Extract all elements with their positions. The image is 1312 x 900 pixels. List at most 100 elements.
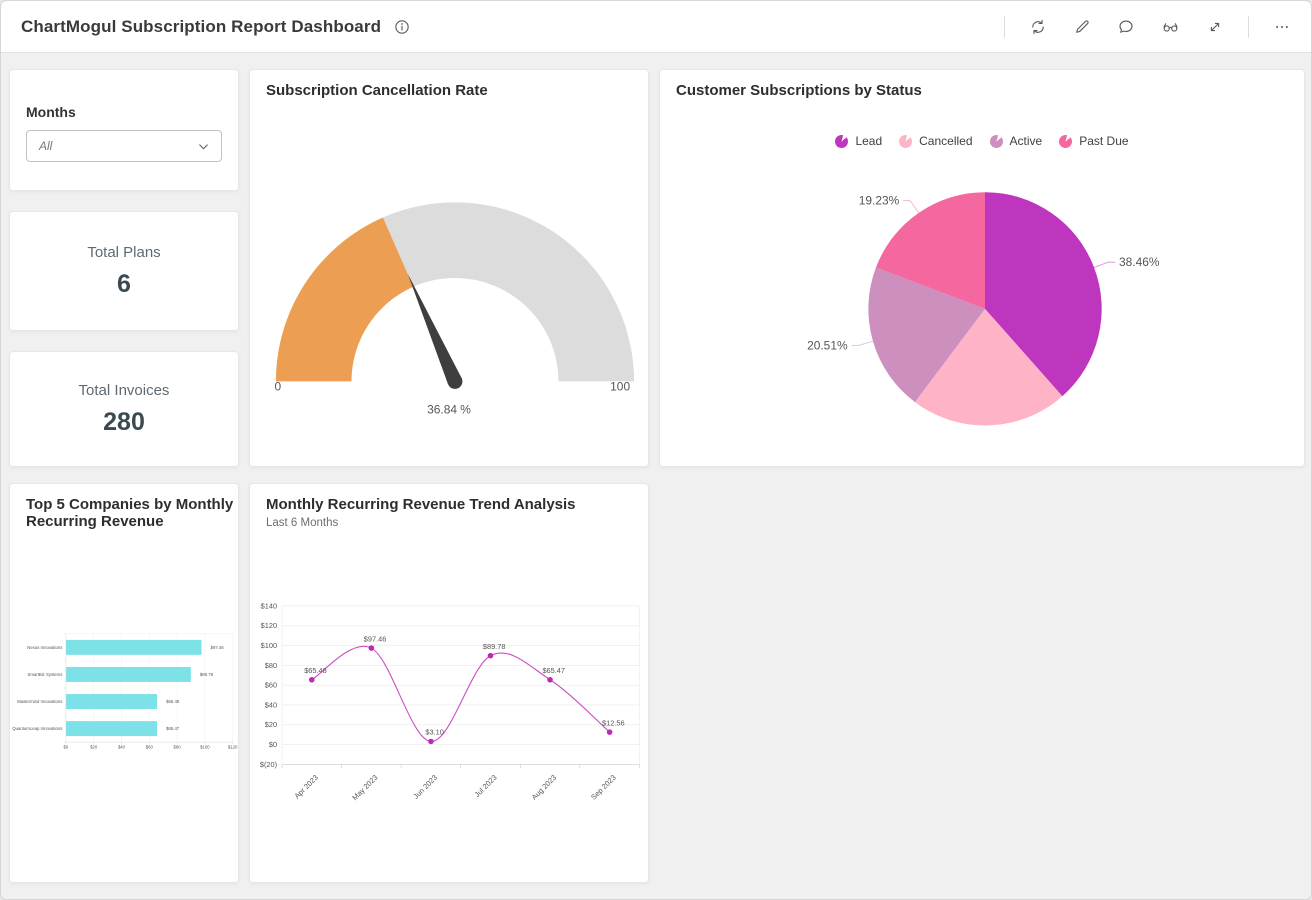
pie-slice-active[interactable] bbox=[868, 267, 985, 403]
mrr-trend-line bbox=[311, 645, 610, 743]
pie-slice-cancelled[interactable] bbox=[914, 308, 1063, 426]
pie-slice-lead[interactable] bbox=[984, 192, 1102, 397]
line-y-tick-label: $140 bbox=[261, 601, 277, 610]
pie-swatch-icon bbox=[1059, 134, 1073, 148]
line-title: Monthly Recurring Revenue Trend Analysis bbox=[266, 496, 576, 513]
bar-x-tick-label: $100 bbox=[200, 745, 210, 750]
pie-label-connector bbox=[1093, 261, 1115, 268]
refresh-button[interactable] bbox=[1027, 16, 1049, 38]
line-value-label: $3.10 bbox=[425, 728, 443, 737]
bar-x-tick-label: $20 bbox=[90, 745, 98, 750]
toolbar-divider bbox=[1004, 15, 1005, 38]
legend-item-cancelled[interactable]: Cancelled bbox=[899, 134, 973, 148]
gauge-needle-cap bbox=[447, 373, 463, 389]
line-y-tick-label: $20 bbox=[265, 720, 277, 729]
months-select-value: All bbox=[39, 139, 53, 153]
preview-glasses-button[interactable] bbox=[1159, 16, 1182, 38]
pie-swatch-icon bbox=[989, 134, 1003, 148]
edit-button[interactable] bbox=[1071, 16, 1093, 38]
months-filter-label: Months bbox=[26, 104, 76, 120]
pie-label-connector bbox=[903, 200, 920, 214]
legend-label: Past Due bbox=[1079, 134, 1129, 148]
bar-value-label: $65.47 bbox=[166, 726, 180, 731]
line-y-tick-label: $0 bbox=[269, 740, 277, 749]
expand-button[interactable] bbox=[1204, 16, 1226, 38]
bar-x-tick-label: $120 bbox=[228, 745, 238, 750]
line-value-label: $65.48 bbox=[304, 666, 327, 675]
gauge-min-label: 0 bbox=[275, 379, 282, 393]
comment-button[interactable] bbox=[1115, 16, 1137, 38]
mrr-trend-line-chart[interactable]: $(20) $0 $20 $40 $60 $80 $100 $120 $140 $65.48 $97… bbox=[250, 484, 648, 882]
bar-category-label: SmartBiz Systems bbox=[28, 672, 63, 677]
total-plans-card: Total Plans 6 bbox=[9, 211, 239, 331]
legend-label: Lead bbox=[855, 134, 883, 148]
total-invoices-value: 280 bbox=[103, 407, 145, 436]
left-column: Months All Total Plans 6 Total Invoices … bbox=[9, 69, 239, 467]
total-invoices-label: Total Invoices bbox=[78, 381, 170, 399]
bar-value-label: $97.46 bbox=[211, 645, 225, 650]
pie-swatch-icon bbox=[899, 134, 913, 148]
line-x-category-label: Jul 2023 bbox=[473, 773, 499, 799]
line-x-category-label: Aug 2023 bbox=[530, 773, 559, 802]
line-marker-sep-2023[interactable] bbox=[606, 729, 613, 735]
gauge-track-range bbox=[383, 202, 635, 382]
bar-title: Top 5 Companies by Monthly Recurring Rev… bbox=[26, 496, 234, 530]
line-y-tick-label: $(20) bbox=[260, 760, 277, 769]
toolbar-divider bbox=[1248, 15, 1249, 38]
bar-x-tick-label: $40 bbox=[118, 745, 126, 750]
cancellation-rate-gauge[interactable]: 0 100 36.84 % bbox=[250, 70, 648, 466]
gauge-filled-range bbox=[275, 217, 414, 382]
pie-card: Customer Subscriptions by Status Lead Can… bbox=[659, 69, 1305, 467]
more-options-button[interactable] bbox=[1271, 16, 1293, 38]
gauge-card: Subscription Cancellation Rate 0 100 36.84… bbox=[249, 69, 649, 467]
bar-value-label: $89.78 bbox=[200, 672, 214, 677]
legend-label: Active bbox=[1009, 134, 1043, 148]
info-icon[interactable] bbox=[391, 16, 413, 38]
gauge-needle bbox=[407, 273, 462, 385]
line-card: Monthly Recurring Revenue Trend Analysis… bbox=[249, 483, 649, 883]
pie-swatch-icon bbox=[835, 134, 849, 148]
bar-x-tick-label: $60 bbox=[146, 745, 154, 750]
bar-category-label: Nexus Innovations bbox=[27, 645, 62, 650]
top-companies-bar-chart[interactable]: $0 $20 $40 $60 $80 $100 $120 Nexus Innovations $… bbox=[10, 484, 238, 882]
subscriptions-status-pie[interactable]: 38.46% 20.51% 19.23% bbox=[660, 70, 1304, 466]
page-title: ChartMogul Subscription Report Dashboard bbox=[21, 16, 382, 36]
line-value-label: $97.46 bbox=[364, 634, 387, 643]
line-value-label: $89.78 bbox=[483, 642, 506, 651]
bar-smartbiz-systems[interactable] bbox=[66, 666, 191, 682]
bar-mastermind-innovations[interactable] bbox=[66, 694, 158, 710]
bar-category-label: Mastermind Innovations bbox=[17, 699, 62, 704]
line-y-tick-label: $40 bbox=[265, 700, 277, 709]
app-header: ChartMogul Subscription Report Dashboard bbox=[1, 1, 1311, 53]
legend-item-active[interactable]: Active bbox=[989, 134, 1043, 148]
months-select[interactable]: All bbox=[26, 130, 222, 162]
line-y-tick-label: $120 bbox=[261, 621, 277, 630]
total-plans-label: Total Plans bbox=[87, 243, 161, 261]
pie-slice-past-due[interactable] bbox=[875, 192, 985, 309]
months-filter-card: Months All bbox=[9, 69, 239, 191]
chevron-down-icon bbox=[196, 139, 211, 154]
line-y-tick-label: $100 bbox=[261, 641, 277, 650]
bar-card: Top 5 Companies by Monthly Recurring Rev… bbox=[9, 483, 239, 883]
legend-item-lead[interactable]: Lead bbox=[835, 134, 882, 148]
line-marker-apr-2023[interactable] bbox=[309, 676, 315, 683]
pie-legend: Lead Cancelled Active Past Due bbox=[660, 134, 1304, 148]
pie-slice-percent-label: 38.46% bbox=[1119, 255, 1160, 269]
line-marker-may-2023[interactable] bbox=[368, 645, 375, 651]
total-invoices-card: Total Invoices 280 bbox=[9, 351, 239, 467]
gauge-max-label: 100 bbox=[610, 379, 630, 393]
line-marker-jun-2023[interactable] bbox=[428, 738, 434, 745]
line-y-tick-label: $60 bbox=[265, 681, 277, 690]
legend-item-past-due[interactable]: Past Due bbox=[1059, 134, 1129, 148]
bar-x-tick-label: $80 bbox=[174, 745, 182, 750]
dashboard-grid: Months All Total Plans 6 Total Invoices … bbox=[1, 53, 1311, 883]
line-x-category-label: Sep 2023 bbox=[589, 773, 618, 802]
pie-label-connector bbox=[851, 340, 874, 346]
pie-slice-percent-label: 20.51% bbox=[807, 338, 848, 352]
bar-quantumleap-innovations[interactable] bbox=[66, 721, 158, 737]
bar-nexus-innovations[interactable] bbox=[66, 639, 202, 655]
line-marker-jul-2023[interactable] bbox=[487, 652, 494, 659]
line-marker-aug-2023[interactable] bbox=[547, 676, 553, 683]
line-x-category-label: May 2023 bbox=[350, 773, 379, 802]
